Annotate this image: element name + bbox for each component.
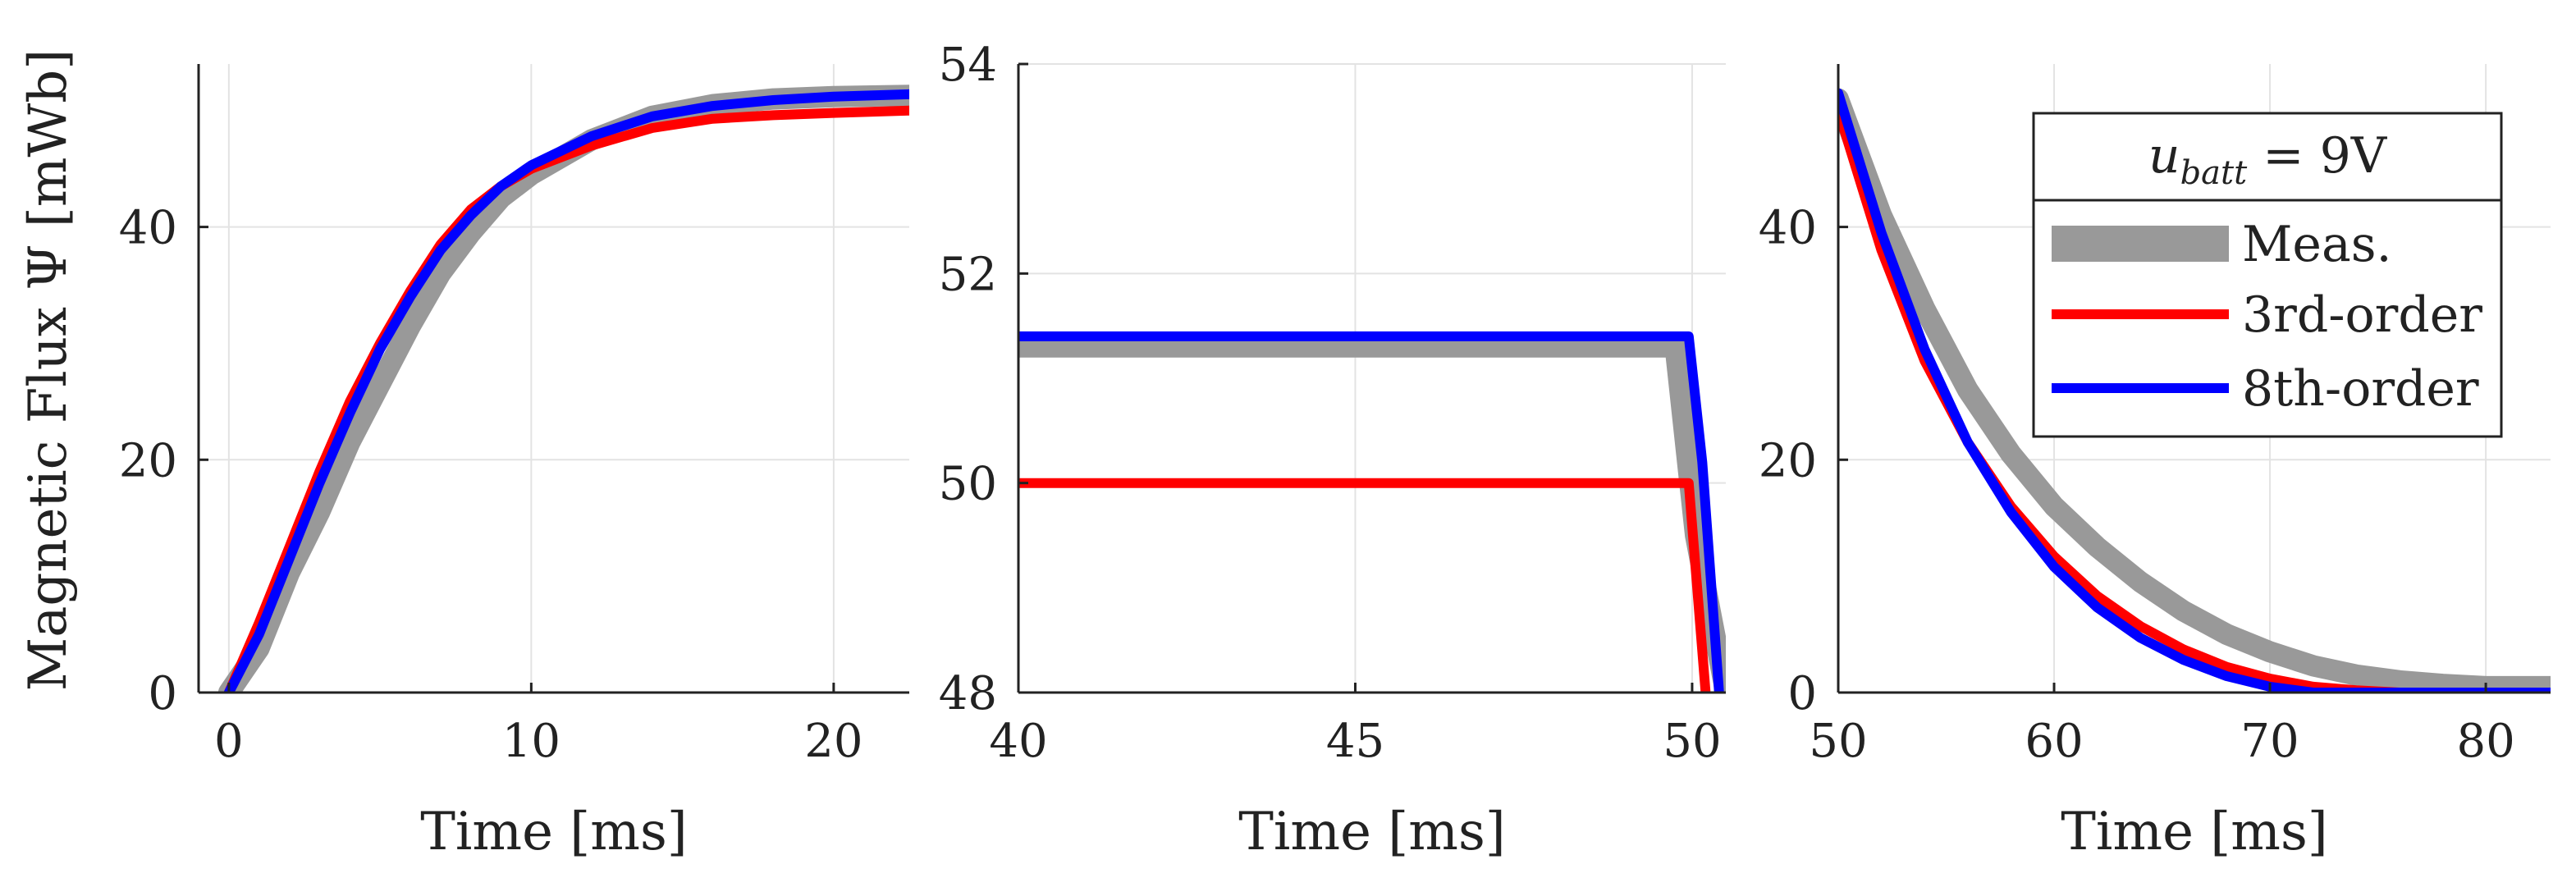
chart-panel-1: 0 10 20 0 20 40 Time [ms] Magnetic Flux Ψ [mWb]	[18, 49, 909, 862]
series-3rd-order-line	[223, 105, 909, 693]
y-tick-label: 20	[119, 434, 177, 487]
x-tick-label: 50	[1809, 715, 1867, 768]
x-axis-label: Time [ms]	[420, 802, 688, 862]
y-tick-label: 52	[939, 248, 997, 301]
chart-panel-3: 50 60 70 80 0 20 40 Time [ms]	[1759, 64, 2551, 862]
series-group	[217, 85, 909, 693]
x-tick-label: 0	[214, 715, 244, 768]
y-tick-label: 48	[939, 667, 997, 720]
legend-label-meas: Meas.	[2242, 216, 2392, 273]
y-tick-label: 40	[1759, 202, 1817, 255]
series-8th-order-line	[1838, 88, 2551, 693]
x-tick-label: 60	[2025, 715, 2083, 768]
y-tick-label: 0	[148, 667, 177, 720]
series-3rd-order-line	[1018, 478, 1711, 693]
series-group	[1838, 88, 2551, 693]
series-meas-line	[1018, 336, 1726, 693]
x-tick-label: 20	[804, 715, 862, 768]
x-axis-label: Time [ms]	[2061, 802, 2328, 862]
x-tick-label: 80	[2456, 715, 2514, 768]
series-meas-line	[1838, 88, 2551, 693]
legend-title-var: u	[2148, 127, 2180, 185]
series-8th-order-line	[223, 89, 909, 693]
series-8th-order-line	[1018, 331, 1724, 693]
y-axis-label: Magnetic Flux Ψ [mWb]	[18, 49, 79, 692]
legend: ubatt = 9V Meas. 3rd-order 8th-order	[2032, 112, 2503, 438]
x-tick-label: 50	[1663, 715, 1721, 768]
chart-panel-2: 40 45 50 48 50 52 54 Time [ms]	[939, 39, 1726, 862]
legend-title-sub: batt	[2180, 154, 2249, 192]
x-tick-label: 10	[502, 715, 560, 768]
series-meas-line	[217, 85, 909, 693]
y-tick-label: 40	[119, 202, 177, 255]
y-tick-label: 50	[939, 458, 997, 511]
x-tick-label: 70	[2240, 715, 2299, 768]
legend-label-3rd-order: 3rd-order	[2242, 286, 2482, 344]
y-tick-label: 20	[1759, 434, 1817, 487]
x-tick-label: 45	[1326, 715, 1384, 768]
series-group	[1018, 331, 1726, 693]
legend-items: Meas. 3rd-order 8th-order	[2052, 216, 2482, 418]
x-tick-label: 40	[989, 715, 1047, 768]
legend-title: ubatt = 9V	[2148, 127, 2388, 192]
legend-title-rest: = 9V	[2247, 127, 2388, 185]
legend-box	[2032, 112, 2503, 438]
x-axis-label: Time [ms]	[1238, 802, 1506, 862]
y-tick-label: 0	[1787, 667, 1817, 720]
y-tick-label: 54	[939, 39, 997, 92]
legend-label-8th-order: 8th-order	[2242, 360, 2479, 418]
